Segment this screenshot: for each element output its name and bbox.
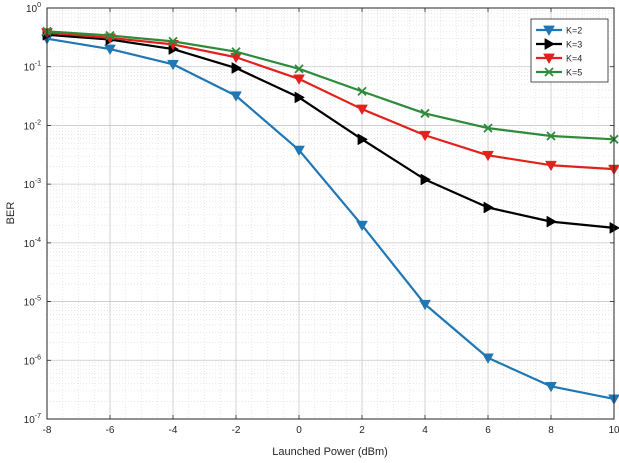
y-tick-label: 10-2: [24, 119, 41, 132]
data-point: [483, 201, 495, 214]
data-point: [546, 131, 556, 141]
x-tick-label: 10: [608, 425, 619, 436]
data-point: [482, 150, 494, 162]
x-tick-label: 0: [296, 425, 302, 436]
data-point: [231, 62, 243, 74]
marker-stroke: [357, 86, 367, 97]
data-point: [105, 30, 115, 41]
series-layer: [41, 26, 619, 405]
x-tick-label: -2: [232, 425, 241, 436]
series-line: [46, 31, 615, 171]
data-point: [420, 173, 432, 186]
data-point: [419, 299, 431, 311]
legend-marker: [544, 38, 556, 50]
series-0: [41, 34, 619, 405]
marker-stroke: [544, 67, 554, 77]
data-point: [482, 353, 494, 364]
legend-label: K=2: [566, 26, 582, 36]
legend-label: K=3: [566, 40, 582, 50]
data-point: [419, 130, 431, 142]
y-tick-label: 10-3: [24, 178, 41, 191]
data-point: [293, 74, 305, 85]
major-grid: [46, 7, 615, 420]
minor-grid: [47, 8, 614, 419]
x-tick-label: -4: [169, 425, 178, 436]
data-point: [356, 220, 368, 232]
series-line: [46, 37, 615, 400]
marker-stroke: [105, 30, 115, 41]
data-point: [545, 381, 557, 393]
plot-background: [47, 8, 614, 419]
y-axis-label: BER: [5, 202, 17, 225]
x-tick-label: 4: [422, 425, 428, 436]
data-point: [420, 108, 430, 119]
data-point: [104, 44, 116, 56]
data-point: [356, 104, 368, 116]
marker-stroke: [231, 47, 241, 57]
series-line: [46, 30, 615, 141]
data-point: [483, 123, 493, 133]
data-point: [294, 64, 304, 74]
marker-stroke: [420, 108, 430, 119]
legend-marker: [543, 53, 555, 65]
marker-stroke: [168, 36, 178, 47]
data-point: [230, 91, 242, 102]
legend: K=2 K=3 K=4 K=5: [530, 18, 609, 83]
legend-marker: [543, 25, 555, 37]
y-tick-label: 10-4: [24, 237, 41, 250]
y-tick-label: 100: [26, 2, 41, 15]
data-point: [168, 36, 178, 47]
legend-label: K=5: [566, 68, 582, 78]
marker-stroke: [294, 64, 304, 74]
x-axis-ticks: -8 -6 -4 -2 0 2 4 6 8 10: [43, 8, 619, 436]
marker-stroke: [546, 131, 556, 141]
series-line: [46, 33, 615, 229]
data-point: [357, 133, 369, 146]
y-tick-label: 10-1: [24, 61, 41, 74]
x-tick-label: 2: [359, 425, 365, 436]
x-tick-label: 6: [485, 425, 491, 436]
marker-stroke: [483, 123, 493, 133]
plot-frame: [46, 7, 615, 420]
x-tick-label: -8: [43, 425, 52, 436]
data-point: [167, 59, 179, 71]
legend-marker: [544, 67, 554, 77]
data-point: [545, 160, 557, 172]
data-point: [231, 47, 241, 57]
data-point: [293, 145, 305, 157]
data-point: [357, 86, 367, 97]
data-point: [546, 215, 558, 228]
data-point: [294, 91, 306, 104]
y-axis-ticks: 100 10-1 10-2 10-3 10-4 10-5 10-6 10-7: [24, 2, 614, 426]
x-tick-label: -6: [106, 425, 115, 436]
legend-label: K=4: [566, 54, 582, 64]
y-tick-label: 10-5: [24, 296, 41, 309]
x-tick-label: 8: [548, 425, 554, 436]
x-axis-label: Launched Power (dBm): [272, 446, 388, 458]
y-tick-label: 10-6: [24, 354, 41, 367]
y-tick-label: 10-7: [24, 413, 41, 426]
